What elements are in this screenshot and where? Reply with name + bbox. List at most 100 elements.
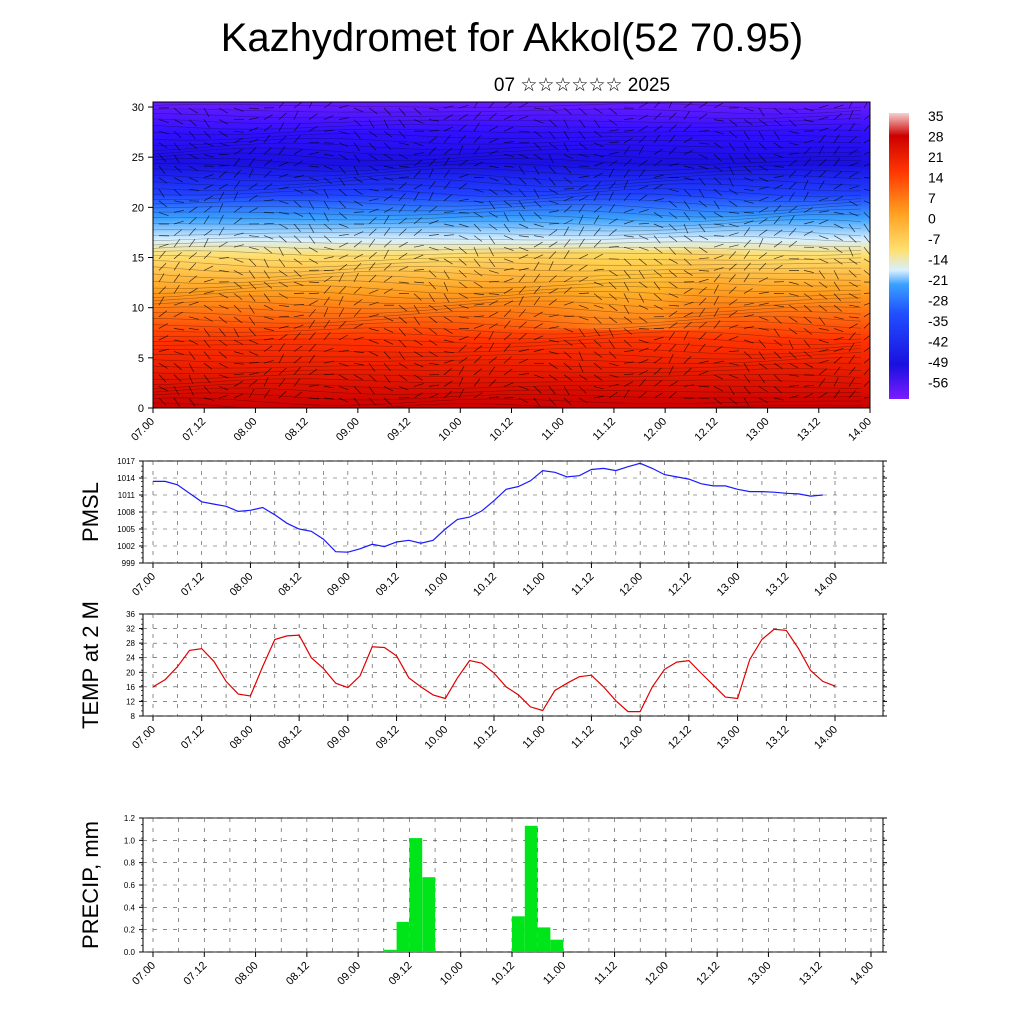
wind-barb [173,339,184,343]
precip-bar [524,825,538,952]
colorbar-label: 35 [928,108,944,124]
wind-barb [428,206,438,213]
wind-barb [743,326,754,329]
wind-barb [173,188,182,197]
colorbar-label: 28 [928,129,944,145]
contour-line [153,280,862,289]
wind-barb [668,212,678,219]
wind-barb [218,119,229,125]
wind-barb [788,152,799,155]
wind-barb [338,104,349,109]
wind-barb [488,356,498,364]
wind-barb [533,165,540,175]
wind-barb [458,336,469,341]
wind-barb [308,113,318,120]
wind-barb [278,186,289,190]
wind-barb [803,146,812,155]
wind-barb [788,192,795,201]
wind-barb [728,232,739,236]
x-tick-label: 14.00 [848,960,876,988]
wind-barb [623,305,630,315]
wind-barb [233,328,240,338]
wind-barb [503,278,514,283]
wind-barb [443,126,454,132]
wind-barb [848,332,856,341]
wind-barb [533,261,540,271]
wind-barb [458,198,469,202]
wind-barb [698,297,707,306]
wind-barb [458,366,465,375]
wind-barb [518,223,529,229]
wind-barb [728,142,736,152]
wind-barb [398,397,410,399]
wind-barb [338,177,346,186]
wind-barb [578,154,589,158]
wind-barb [623,328,633,335]
wind-barb [833,377,839,387]
wind-barb [203,206,213,213]
wind-barb [593,205,603,213]
wind-barb [248,168,254,178]
wind-barb [803,270,814,273]
wind-barb [188,227,197,236]
x-tick-label: 10.12 [488,416,516,444]
wind-barb [188,397,196,407]
wind-barb [308,309,316,318]
wind-barb [698,286,707,294]
wind-barb [413,339,423,346]
wind-barb [233,258,244,263]
colorbar-label: -28 [928,293,948,309]
wind-barb [803,179,809,190]
wind-barb [233,157,241,167]
wind-barb [263,389,270,399]
wind-barb [698,200,708,208]
wind-barb [848,162,859,167]
wind-barb [413,244,424,248]
wind-barb [803,393,814,399]
x-tick-label: 11.12 [569,571,596,598]
wind-barb [458,104,469,109]
wind-barb [743,386,751,395]
x-tick-label: 11.12 [591,416,618,443]
wind-barb [788,395,799,399]
wind-barb [713,165,723,172]
contour-line [153,336,862,345]
wind-barb [398,241,408,248]
wind-barb [593,227,601,236]
wind-barb [803,191,809,201]
wind-barb [278,146,286,155]
precip-bar [409,838,423,952]
wind-barb [158,130,169,135]
x-tick-label: 10.00 [422,724,450,752]
wind-barb [683,212,691,221]
wind-barb [413,119,424,124]
wind-barb [368,177,379,182]
wind-barb [368,119,375,129]
wind-barb [353,200,363,207]
wind-barb [263,345,273,352]
wind-barb [788,228,797,236]
contour-line [153,214,862,222]
wind-barb [188,328,199,331]
wind-barb [233,381,243,387]
wind-barb [863,357,870,364]
wind-barb [173,142,181,151]
y-axis-label: PRECIP, mm [78,821,103,949]
wind-barb [848,342,855,352]
y-tick-label: 20 [132,202,144,214]
wind-barb [338,334,348,341]
contour-line [153,320,862,330]
x-tick-label: 09.12 [387,960,415,988]
wind-barb [308,258,318,264]
wind-barb [368,208,379,213]
wind-barb [653,270,663,277]
wind-barb [173,165,182,173]
wind-barb [533,142,542,151]
x-tick-label: 10.12 [489,960,517,988]
wind-barb [608,141,620,144]
contour-line [153,326,862,335]
wind-barb [653,344,662,352]
cross-section-shading [450,250,750,330]
wind-barb [158,286,167,294]
wind-barb [293,378,301,387]
